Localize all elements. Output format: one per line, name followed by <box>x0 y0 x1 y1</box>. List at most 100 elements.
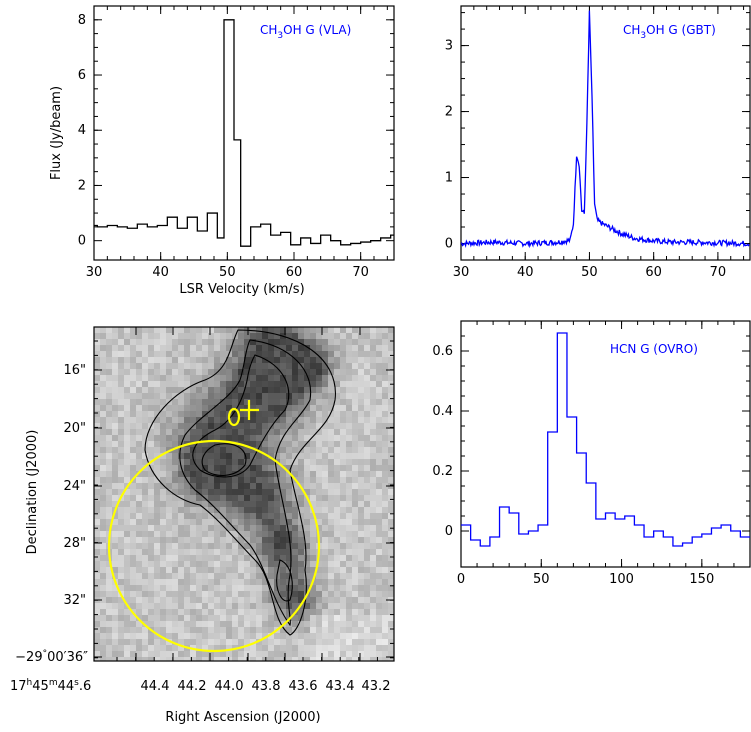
map-pixel <box>214 549 220 555</box>
map-pixel <box>316 573 322 579</box>
map-pixel <box>334 633 340 639</box>
map-pixel <box>322 375 328 381</box>
map-pixel <box>280 483 286 489</box>
map-pixel <box>226 483 232 489</box>
map-pixel <box>178 435 184 441</box>
map-pixel <box>364 405 370 411</box>
map-pixel <box>94 393 100 399</box>
map-pixel <box>238 501 244 507</box>
map-pixel <box>112 477 118 483</box>
map-pixel <box>376 381 382 387</box>
map-pixel <box>370 627 376 633</box>
map-pixel <box>352 369 358 375</box>
map-pixel <box>100 417 106 423</box>
map-pixel <box>304 393 310 399</box>
map-pixel <box>196 357 202 363</box>
map-pixel <box>172 351 178 357</box>
map-pixel <box>376 393 382 399</box>
map-pixel <box>316 339 322 345</box>
map-pixel <box>268 525 274 531</box>
map-pixel <box>148 375 154 381</box>
map-pixel <box>244 471 250 477</box>
map-pixel <box>160 435 166 441</box>
map-pixel <box>304 429 310 435</box>
map-pixel <box>100 507 106 513</box>
map-pixel <box>112 405 118 411</box>
map-pixel <box>370 339 376 345</box>
map-pixel <box>304 405 310 411</box>
map-pixel <box>256 627 262 633</box>
map-pixel <box>352 543 358 549</box>
map-pixel <box>160 471 166 477</box>
map-pixel <box>340 471 346 477</box>
map-pixel <box>316 597 322 603</box>
map-pixel <box>388 549 394 555</box>
map-pixel <box>274 507 280 513</box>
map-pixel <box>148 543 154 549</box>
map-pixel <box>166 555 172 561</box>
map-pixel <box>94 573 100 579</box>
map-pixel <box>346 477 352 483</box>
map-pixel <box>298 369 304 375</box>
map-pixel <box>292 423 298 429</box>
map-pixel <box>298 609 304 615</box>
map-pixel <box>166 651 172 657</box>
map-pixel <box>166 597 172 603</box>
map-pixel <box>226 501 232 507</box>
map-pixel <box>202 531 208 537</box>
map-pixel <box>106 627 112 633</box>
map-pixel <box>262 435 268 441</box>
map-pixel <box>364 561 370 567</box>
map-pixel <box>106 609 112 615</box>
map-pixel <box>172 429 178 435</box>
map-pixel <box>310 597 316 603</box>
map-pixel <box>382 417 388 423</box>
map-pixel <box>358 417 364 423</box>
map-pixel <box>316 393 322 399</box>
map-pixel <box>364 447 370 453</box>
map-pixel <box>100 537 106 543</box>
map-pixel <box>364 459 370 465</box>
map-pixel <box>340 447 346 453</box>
map-pixel <box>256 615 262 621</box>
map-pixel <box>376 429 382 435</box>
map-pixel <box>100 459 106 465</box>
map-pixel <box>250 561 256 567</box>
map-pixel <box>364 525 370 531</box>
map-pixel <box>364 579 370 585</box>
map-image <box>94 327 394 661</box>
map-pixel <box>142 489 148 495</box>
map-pixel <box>124 459 130 465</box>
map-pixel <box>280 453 286 459</box>
map-pixel <box>304 435 310 441</box>
map-pixel <box>106 651 112 657</box>
map-pixel <box>382 495 388 501</box>
series-line <box>94 19 394 247</box>
map-pixel <box>304 477 310 483</box>
map-pixel <box>208 645 214 651</box>
map-pixel <box>262 615 268 621</box>
map-pixel <box>154 639 160 645</box>
map-pixel <box>352 579 358 585</box>
map-pixel <box>250 327 256 333</box>
map-pixel <box>250 417 256 423</box>
y-tick-label: 8 <box>78 13 86 28</box>
map-pixel <box>214 567 220 573</box>
map-pixel <box>262 609 268 615</box>
map-pixel <box>304 345 310 351</box>
map-pixel <box>190 405 196 411</box>
map-pixel <box>154 465 160 471</box>
map-pixel <box>220 357 226 363</box>
map-pixel <box>358 543 364 549</box>
map-pixel <box>100 381 106 387</box>
map-pixel <box>208 387 214 393</box>
map-pixel <box>136 543 142 549</box>
map-pixel <box>208 609 214 615</box>
map-pixel <box>136 375 142 381</box>
map-pixel <box>214 477 220 483</box>
map-pixel <box>382 633 388 639</box>
map-pixel <box>340 651 346 657</box>
map-pixel <box>112 501 118 507</box>
map-pixel <box>154 435 160 441</box>
map-pixel <box>352 567 358 573</box>
